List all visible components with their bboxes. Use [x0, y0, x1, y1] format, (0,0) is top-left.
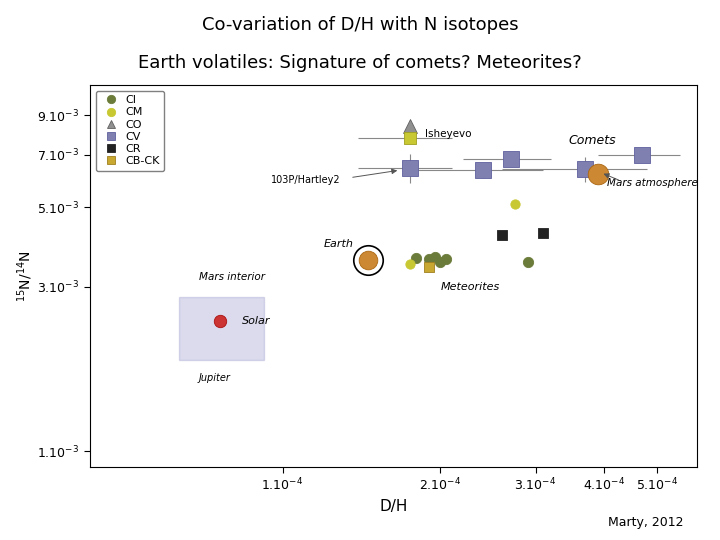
Y-axis label: $^{15}$N/$^{14}$N: $^{15}$N/$^{14}$N — [15, 250, 35, 302]
X-axis label: D/H: D/H — [379, 499, 408, 514]
Point — [636, 151, 648, 159]
Point — [538, 228, 549, 237]
Point — [509, 200, 521, 208]
Point — [423, 255, 434, 264]
Point — [404, 163, 415, 172]
Text: Mars atmosphere: Mars atmosphere — [607, 178, 698, 188]
Text: Jupiter: Jupiter — [199, 373, 230, 383]
Point — [404, 133, 415, 142]
Point — [404, 259, 415, 268]
Point — [441, 255, 452, 264]
Text: Meteorites: Meteorites — [441, 282, 500, 292]
Text: Earth volatiles: Signature of comets? Meteorites?: Earth volatiles: Signature of comets? Me… — [138, 54, 582, 72]
Text: 103P/Hartley2: 103P/Hartley2 — [271, 176, 341, 185]
Text: Co-variation of D/H with N isotopes: Co-variation of D/H with N isotopes — [202, 16, 518, 34]
Point — [580, 165, 591, 173]
Point — [429, 253, 441, 261]
Point — [362, 255, 374, 264]
Point — [477, 166, 489, 174]
Point — [362, 255, 374, 264]
Point — [423, 263, 434, 272]
Point — [214, 316, 225, 325]
Point — [505, 155, 516, 164]
Text: Comets: Comets — [569, 134, 616, 147]
Point — [592, 170, 603, 178]
Text: Earth: Earth — [323, 239, 354, 249]
Bar — [179, 297, 264, 360]
Point — [435, 258, 446, 266]
Point — [410, 253, 422, 262]
Point — [522, 258, 534, 266]
Point — [496, 230, 508, 239]
Legend: CI, CM, CO, CV, CR, CB-CK: CI, CM, CO, CV, CR, CB-CK — [96, 91, 164, 171]
Text: Mars interior: Mars interior — [199, 272, 264, 282]
Text: Isheyevo: Isheyevo — [425, 129, 472, 139]
Point — [404, 122, 415, 131]
Text: Solar: Solar — [241, 316, 270, 326]
Text: Marty, 2012: Marty, 2012 — [608, 516, 684, 529]
